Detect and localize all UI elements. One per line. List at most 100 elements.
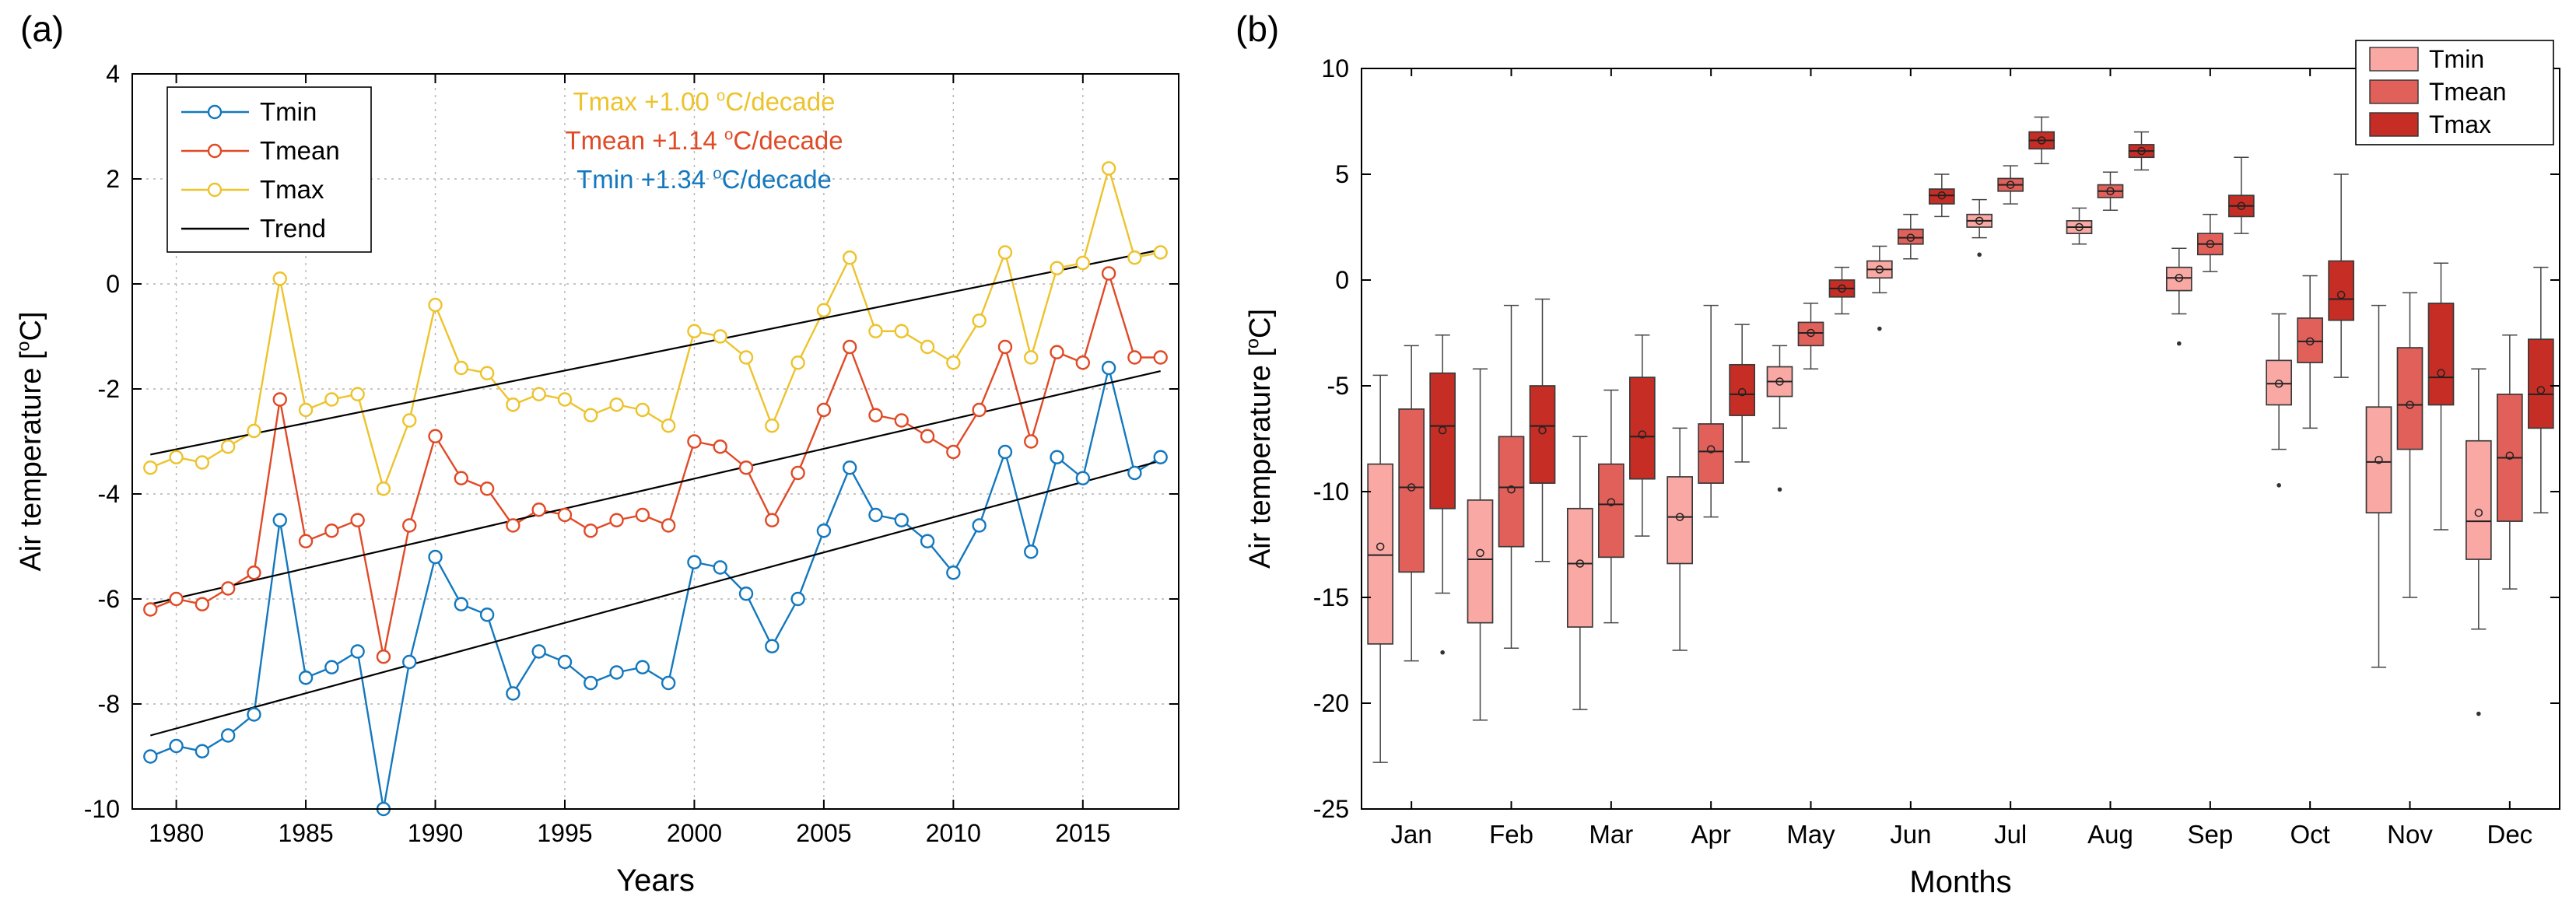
svg-text:Oct: Oct: [2290, 820, 2329, 849]
mean-marker: [2075, 222, 2084, 232]
mean-marker: [2006, 180, 2015, 189]
svg-text:Tmean +1.14 oC/decade: Tmean +1.14 oC/decade: [565, 125, 843, 155]
box-tmin-nov: [2365, 406, 2392, 514]
outlier-dot: [2276, 483, 2281, 488]
axis-ticks: [132, 73, 1179, 810]
mean-marker: [1737, 387, 1747, 397]
svg-text:Tmax +1.00 oC/decade: Tmax +1.00 oC/decade: [573, 86, 836, 116]
svg-text:Nov: Nov: [2387, 820, 2433, 849]
svg-text:Tmax: Tmax: [260, 175, 324, 204]
mean-marker: [2505, 451, 2515, 461]
svg-text:Months: Months: [1909, 865, 2011, 899]
mean-marker: [2536, 386, 2546, 394]
svg-text:0: 0: [106, 270, 120, 298]
svg-text:-5: -5: [1327, 372, 1349, 400]
svg-text:Tmin: Tmin: [2429, 45, 2484, 73]
boxplot-chart: -25 -20 -15 -10 -5 0 5 10 Jan Feb Mar Apr May Jun Jul A…: [1242, 40, 2560, 899]
box-tmin-jan: [1367, 463, 1394, 645]
mean-marker: [2336, 290, 2346, 299]
trend-line-tmax: [150, 249, 1161, 456]
series-markers-tmean: [143, 266, 1168, 664]
mean-marker: [2237, 201, 2246, 211]
mean-marker: [2037, 136, 2046, 145]
mean-marker: [1575, 559, 1585, 568]
box-tmax-dec: [2527, 338, 2554, 429]
svg-text:-20: -20: [1313, 689, 1349, 717]
box-tmax-nov: [2427, 303, 2455, 406]
legend-box: [166, 86, 372, 253]
svg-text:2015: 2015: [1055, 819, 1110, 847]
series-line-tmax: [149, 165, 1161, 492]
box-tmean-nov: [2396, 347, 2424, 450]
mean-marker: [1775, 377, 1784, 386]
mean-marker: [2474, 508, 2483, 517]
mean-marker: [1376, 542, 1385, 551]
mean-marker: [1438, 425, 1447, 435]
plot-area-a: 1980 1985 1990 1995 2000 2005 2010 2015 -10 -8 -6 -…: [13, 60, 1179, 898]
axes-box: [131, 73, 1179, 810]
svg-text:Dec: Dec: [2487, 820, 2532, 849]
svg-text:Sep: Sep: [2187, 820, 2233, 849]
mean-marker: [2406, 401, 2414, 409]
panel-a-label: (a): [20, 9, 65, 49]
svg-text:Air temperature [oC]: Air temperature [oC]: [13, 311, 47, 571]
svg-text:2: 2: [106, 165, 120, 193]
svg-text:-10: -10: [84, 795, 120, 823]
svg-text:Aug: Aug: [2087, 820, 2133, 849]
mean-marker: [2106, 187, 2115, 196]
box-tmean-jun: [1897, 228, 1924, 245]
mean-marker: [1675, 513, 1684, 521]
box-tmax-oct: [2328, 260, 2355, 321]
svg-text:5: 5: [1335, 160, 1349, 188]
box-series-tmean: [1398, 165, 2523, 662]
mean-marker: [2206, 240, 2215, 249]
timeseries-chart: 1980 1985 1990 1995 2000 2005 2010 2015 -10 -8 -6 -…: [13, 60, 1179, 898]
mean-marker: [1875, 265, 1884, 274]
outlier-dot: [2177, 341, 2182, 346]
svg-text:1980: 1980: [149, 819, 204, 847]
mean-marker: [1407, 483, 1416, 492]
mean-marker: [1706, 445, 1716, 454]
svg-text:0: 0: [1335, 266, 1349, 294]
mean-marker: [2175, 274, 2184, 282]
box-tmax-feb: [1529, 385, 1556, 484]
box-tmin-feb: [1467, 499, 1494, 624]
svg-text:May: May: [1786, 820, 1835, 849]
panel-b-label: (b): [1235, 9, 1280, 49]
svg-text:-6: -6: [98, 585, 120, 613]
mean-marker: [1807, 328, 1815, 338]
legend-swatch-tmin: [2369, 47, 2419, 72]
mean-marker: [2374, 455, 2383, 464]
svg-text:Air temperature [oC]: Air temperature [oC]: [1242, 309, 1277, 569]
mean-marker: [1638, 430, 1647, 439]
mean-marker: [2274, 380, 2283, 388]
svg-text:Tmin +1.34 oC/decade: Tmin +1.34 oC/decade: [577, 164, 832, 194]
svg-text:1985: 1985: [278, 819, 333, 847]
mean-marker: [1838, 284, 1846, 293]
svg-text:Years: Years: [616, 863, 695, 898]
svg-text:Mar: Mar: [1589, 820, 1633, 849]
svg-text:1990: 1990: [408, 819, 463, 847]
mean-marker: [1538, 425, 1547, 435]
box-tmax-jun: [1928, 188, 1955, 205]
svg-text:Tmean: Tmean: [2429, 78, 2507, 106]
svg-text:Trend: Trend: [260, 214, 326, 243]
legend-b: Tmin Tmean Tmax: [2355, 40, 2554, 145]
series-line-tmean: [149, 270, 1161, 657]
svg-text:2010: 2010: [926, 819, 981, 847]
box-tmax-mar: [1628, 376, 1656, 480]
outlier-dot: [2476, 711, 2481, 716]
box-tmean-feb: [1498, 436, 1525, 548]
plot-area-b: -25 -20 -15 -10 -5 0 5 10 Jan Feb Mar Apr May Jun Jul A…: [1242, 40, 2560, 899]
mean-marker: [1937, 191, 1947, 200]
outlier-dot: [1977, 252, 1982, 257]
svg-text:10: 10: [1321, 54, 1349, 82]
box-tmax-jan: [1429, 372, 1456, 510]
svg-text:-25: -25: [1313, 795, 1349, 823]
svg-text:-10: -10: [1313, 478, 1349, 506]
series-markers-tmin: [143, 360, 1168, 817]
mean-marker: [2137, 146, 2146, 156]
mean-marker: [1476, 548, 1484, 558]
box-tmin-sep: [2165, 266, 2192, 292]
